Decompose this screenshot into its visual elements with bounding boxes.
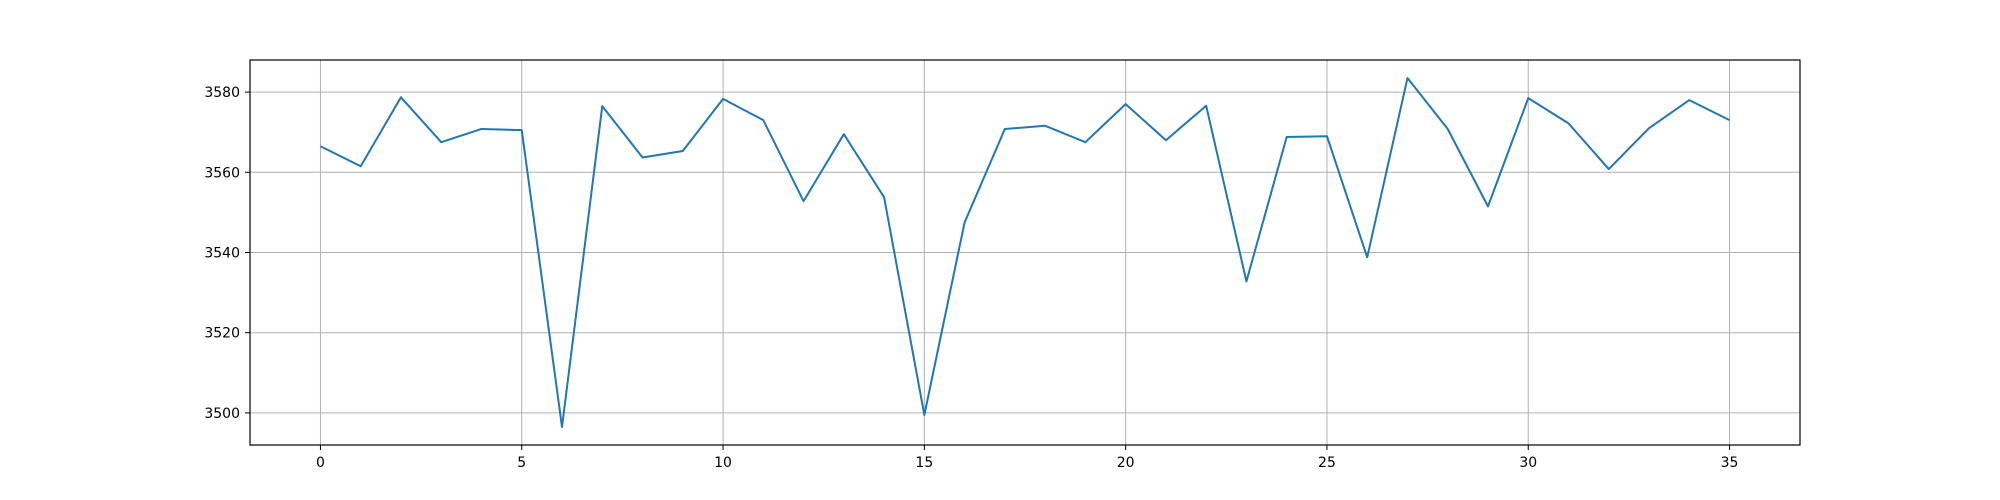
y-tick-label: 3500: [204, 406, 240, 422]
x-axis: 0 5 10 15 20 25 30 35: [316, 445, 1738, 471]
y-tick-label: 3580: [204, 85, 240, 101]
x-tick-label: 0: [316, 455, 325, 471]
x-tick-label: 30: [1519, 455, 1537, 471]
y-tick-label: 3560: [204, 165, 240, 181]
series-layer: [320, 77, 1730, 428]
x-tick-label: 25: [1318, 455, 1336, 471]
grid: [250, 60, 1800, 445]
series-line: [320, 77, 1730, 428]
x-tick-label: 20: [1117, 455, 1135, 471]
y-tick-label: 3540: [204, 246, 240, 262]
y-axis: 3500 3520 3540 3560 3580: [204, 85, 250, 422]
x-tick-label: 10: [714, 455, 732, 471]
x-tick-label: 5: [517, 455, 526, 471]
x-tick-label: 15: [915, 455, 933, 471]
x-tick-label: 35: [1721, 455, 1739, 471]
y-tick-label: 3520: [204, 326, 240, 342]
